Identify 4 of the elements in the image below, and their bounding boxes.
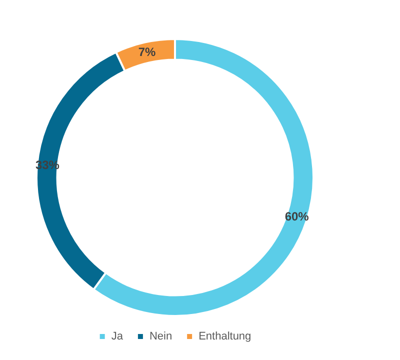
legend-label: Enthaltung — [198, 330, 252, 343]
legend-label: Nein — [149, 330, 172, 343]
legend-label: Ja — [111, 330, 124, 343]
data-label: 7% — [138, 44, 156, 59]
